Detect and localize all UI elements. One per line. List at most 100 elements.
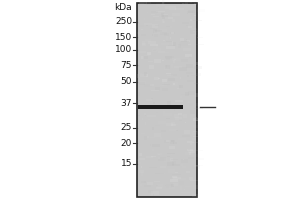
Bar — [153, 50, 156, 51]
Bar — [193, 125, 200, 128]
Bar — [140, 51, 146, 53]
Bar — [156, 3, 165, 6]
Bar — [170, 105, 172, 109]
Bar — [160, 32, 167, 35]
Bar — [158, 157, 166, 161]
Bar — [162, 88, 168, 91]
Bar — [191, 184, 196, 186]
Bar — [140, 181, 144, 184]
Bar — [174, 59, 176, 60]
Bar — [172, 164, 180, 166]
Text: 25: 25 — [121, 123, 132, 132]
Bar — [144, 185, 151, 187]
Bar — [163, 113, 172, 116]
Bar — [195, 117, 197, 118]
Bar — [160, 173, 165, 174]
Bar — [169, 146, 175, 149]
Bar — [187, 40, 194, 42]
Bar — [154, 77, 159, 80]
Bar — [140, 74, 146, 77]
Bar — [178, 170, 186, 173]
Bar — [148, 167, 158, 168]
Bar — [150, 44, 158, 46]
Bar — [161, 13, 164, 17]
Bar — [190, 30, 195, 34]
Bar — [160, 166, 166, 168]
Bar — [171, 184, 174, 187]
Bar — [181, 94, 189, 95]
Bar — [142, 41, 145, 45]
Bar — [179, 67, 187, 71]
Bar — [160, 185, 163, 188]
Bar — [143, 143, 144, 145]
Bar — [182, 135, 190, 137]
Bar — [178, 113, 182, 115]
Bar — [187, 141, 194, 143]
Bar — [194, 15, 196, 16]
Bar — [178, 181, 184, 185]
Bar — [175, 172, 178, 173]
Bar — [158, 78, 160, 79]
Bar — [178, 178, 186, 180]
Bar — [158, 14, 160, 17]
Bar — [154, 16, 159, 17]
Bar — [169, 45, 176, 46]
Bar — [146, 167, 148, 168]
Bar — [185, 152, 193, 155]
Bar — [170, 37, 172, 39]
Bar — [167, 75, 173, 76]
Bar — [171, 74, 177, 76]
Bar — [188, 149, 190, 153]
Bar — [180, 77, 182, 79]
Bar — [172, 82, 178, 86]
Bar — [175, 100, 183, 102]
Bar — [154, 31, 163, 34]
Bar — [164, 158, 167, 162]
Bar — [188, 150, 195, 153]
Bar — [162, 79, 167, 82]
Bar — [157, 153, 162, 155]
Bar — [183, 114, 187, 118]
Bar — [148, 53, 150, 56]
Bar — [153, 48, 161, 51]
Bar — [139, 142, 142, 144]
Bar — [150, 84, 154, 86]
Bar — [139, 153, 142, 156]
Bar — [185, 92, 189, 96]
Bar — [150, 144, 152, 146]
Bar — [156, 11, 165, 12]
Bar — [172, 13, 181, 16]
Bar — [150, 28, 155, 29]
Bar — [194, 108, 203, 109]
Bar — [169, 129, 177, 131]
Bar — [192, 194, 199, 197]
Bar — [156, 9, 159, 10]
Bar — [163, 21, 165, 23]
Text: 150: 150 — [115, 32, 132, 42]
Bar — [155, 87, 160, 90]
Bar — [188, 80, 194, 82]
Bar — [163, 74, 170, 76]
Bar — [162, 19, 164, 23]
Bar — [192, 141, 195, 142]
Bar — [137, 65, 140, 66]
Bar — [146, 25, 148, 26]
Bar — [137, 25, 144, 27]
Bar — [142, 56, 148, 59]
Bar — [181, 41, 189, 42]
Bar — [173, 42, 176, 46]
Bar — [185, 122, 186, 123]
Bar — [143, 107, 146, 109]
Bar — [146, 2, 151, 5]
Bar — [165, 195, 174, 196]
Bar — [156, 32, 158, 33]
Bar — [145, 5, 152, 7]
Bar — [173, 177, 181, 179]
Bar — [162, 0, 164, 4]
Bar — [183, 48, 191, 51]
Bar — [140, 81, 146, 84]
Text: 20: 20 — [121, 138, 132, 147]
Bar — [169, 186, 175, 189]
Bar — [152, 191, 159, 195]
Bar — [138, 92, 140, 96]
